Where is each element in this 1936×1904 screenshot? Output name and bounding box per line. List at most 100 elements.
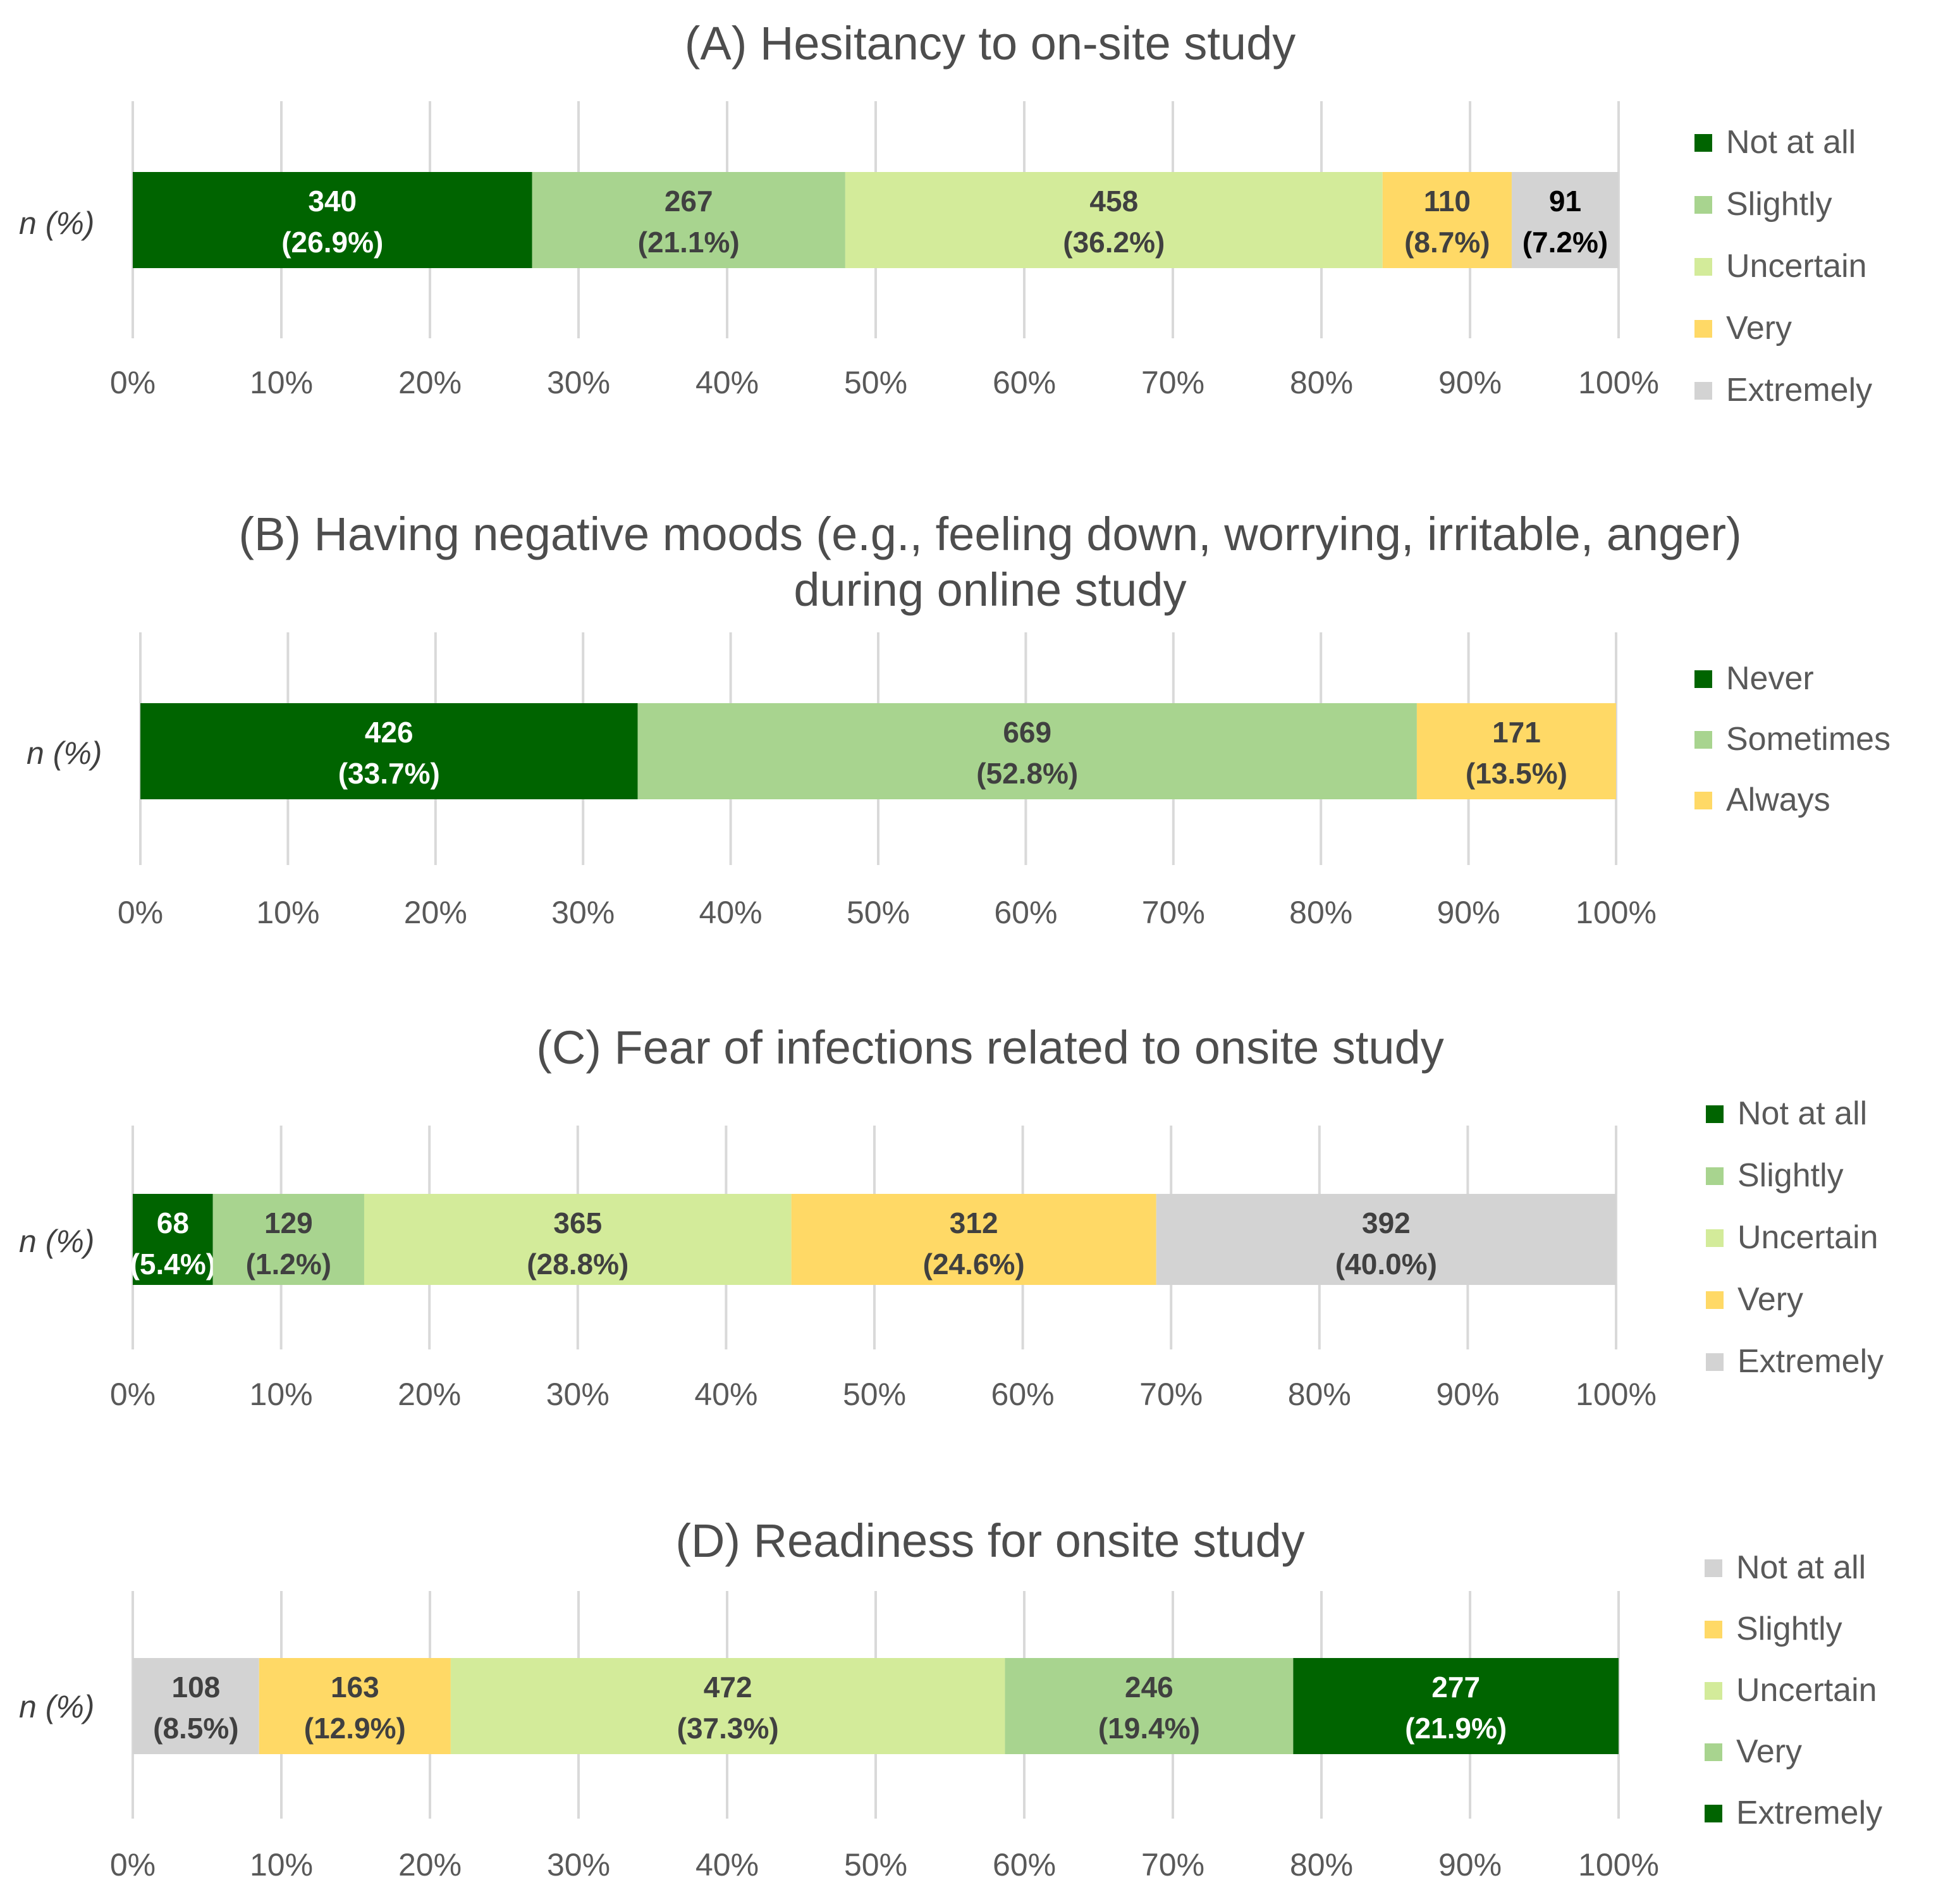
x-tick-label: 30% [547, 1847, 610, 1883]
x-tick-label: 20% [398, 365, 462, 400]
bar-segment-always [1416, 703, 1616, 799]
x-tick-label: 90% [1436, 1377, 1499, 1412]
data-label-count: 163 [331, 1671, 379, 1704]
bar-segment-not-at-all [133, 172, 532, 268]
data-label-count: 108 [172, 1671, 221, 1704]
data-label-percent: (19.4%) [1098, 1712, 1200, 1745]
data-label-percent: (21.9%) [1405, 1712, 1507, 1745]
legend-swatch [1705, 1621, 1722, 1638]
y-axis-label: n (%) [19, 206, 94, 241]
data-label-count: 129 [264, 1207, 313, 1239]
data-label-count: 472 [704, 1671, 752, 1704]
legend-label: Extremely [1736, 1795, 1882, 1831]
x-tick-label: 80% [1290, 1847, 1353, 1883]
legend-swatch [1694, 258, 1712, 276]
x-tick-label: 30% [546, 1377, 610, 1412]
bar-segment-uncertain [450, 1658, 1005, 1754]
bar-segment-very [1382, 172, 1512, 268]
x-tick-label: 40% [694, 1377, 757, 1412]
data-label-count: 246 [1125, 1671, 1173, 1704]
x-tick-label: 60% [991, 1377, 1055, 1412]
x-tick-label: 60% [993, 365, 1056, 400]
bar-segment-extremely [1156, 1194, 1616, 1285]
legend-swatch [1694, 792, 1712, 809]
data-label-count: 340 [308, 185, 357, 218]
data-label-percent: (12.9%) [304, 1712, 406, 1745]
legend-swatch [1694, 196, 1712, 214]
data-label-percent: (13.5%) [1466, 757, 1567, 790]
legend-label: Extremely [1737, 1343, 1884, 1380]
x-tick-label: 70% [1142, 895, 1205, 930]
legend-swatch [1706, 1229, 1724, 1247]
x-tick-label: 80% [1288, 1377, 1351, 1412]
legend-swatch [1706, 1291, 1724, 1309]
data-label-percent: (37.3%) [677, 1712, 779, 1745]
chart-title: (D) Readiness for onsite study [675, 1514, 1304, 1567]
legend-swatch [1706, 1353, 1724, 1371]
chart-title: (A) Hesitancy to on-site study [685, 17, 1296, 70]
legend-label: Slightly [1736, 1611, 1842, 1647]
x-tick-label: 30% [547, 365, 610, 400]
x-tick-label: 10% [250, 365, 313, 400]
x-tick-label: 0% [110, 1847, 156, 1883]
chart-title: (C) Fear of infections related to onsite… [536, 1021, 1443, 1074]
chart-panel-a: (A) Hesitancy to on-site study 0% 10% 20% 30… [19, 17, 1872, 408]
data-label-count: 110 [1424, 185, 1471, 218]
chart-panel-d: (D) Readiness for onsite study 0% 10% 20% 30… [19, 1514, 1882, 1883]
data-label-count: 267 [665, 185, 713, 218]
data-label-percent: (21.1%) [638, 226, 740, 259]
x-tick-label: 0% [110, 365, 156, 400]
bar-segment-not-at-all [133, 1194, 213, 1285]
x-tick-label: 100% [1578, 365, 1659, 400]
x-tick-label: 50% [844, 1847, 907, 1883]
legend-label: Very [1726, 310, 1792, 347]
data-label-percent: (28.8%) [527, 1248, 628, 1281]
legend-swatch [1705, 1805, 1722, 1822]
legend-swatch [1705, 1743, 1722, 1761]
legend-swatch [1706, 1105, 1724, 1123]
y-axis-label: n (%) [19, 1224, 94, 1259]
legend-label: Not at all [1736, 1549, 1866, 1586]
data-label-count: 458 [1089, 185, 1138, 218]
x-tick-label: 40% [695, 1847, 759, 1883]
legend-swatch [1694, 382, 1712, 400]
x-tick-label: 90% [1437, 895, 1500, 930]
data-label-count: 312 [950, 1207, 998, 1239]
x-tick-label: 10% [256, 895, 319, 930]
x-tick-label: 60% [993, 1847, 1056, 1883]
x-tick-label: 80% [1289, 895, 1352, 930]
x-tick-label: 70% [1141, 1847, 1204, 1883]
x-tick-label: 40% [695, 365, 759, 400]
x-tick-label: 60% [994, 895, 1057, 930]
legend-label: Not at all [1737, 1095, 1867, 1132]
data-label-count: 277 [1431, 1671, 1480, 1704]
y-axis-label: n (%) [27, 735, 102, 771]
bar-segment-very [1005, 1658, 1294, 1754]
data-label-count: 426 [365, 716, 414, 749]
x-tick-label: 0% [110, 1377, 156, 1412]
legend-label: Extremely [1726, 372, 1872, 408]
legend-label: Uncertain [1736, 1672, 1877, 1709]
legend-label: Very [1736, 1733, 1802, 1770]
bar-segment-slightly [259, 1658, 451, 1754]
legend-swatch [1705, 1559, 1722, 1577]
legend-swatch [1706, 1167, 1724, 1185]
x-tick-label: 90% [1438, 365, 1502, 400]
data-label-percent: (24.6%) [923, 1248, 1025, 1281]
bar-segment-slightly [532, 172, 845, 268]
x-tick-label: 80% [1290, 365, 1353, 400]
x-tick-label: 50% [843, 1377, 906, 1412]
legend-label: Slightly [1726, 186, 1832, 223]
legend-label: Never [1726, 660, 1814, 697]
bar-segment-never [140, 703, 638, 799]
data-label-count: 68 [157, 1207, 189, 1239]
x-tick-label: 20% [398, 1847, 462, 1883]
data-label-count: 365 [553, 1207, 602, 1239]
bar-segment-extremely [1293, 1658, 1619, 1754]
legend-label: Not at all [1726, 124, 1856, 161]
x-tick-label: 70% [1141, 365, 1204, 400]
data-label-percent: (33.7%) [338, 757, 440, 790]
bar-segment-extremely [1511, 172, 1619, 268]
x-tick-label: 30% [551, 895, 615, 930]
x-tick-label: 100% [1578, 1847, 1659, 1883]
